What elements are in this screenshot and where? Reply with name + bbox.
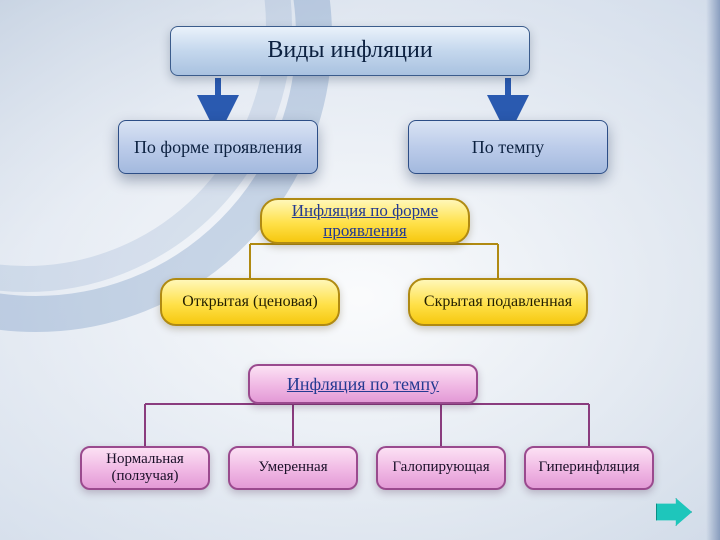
next-arrow-button[interactable] [656, 498, 692, 526]
tempo-item-text: Нормальная (ползучая) [90, 451, 200, 486]
form-item-text: Открытая (ценовая) [182, 293, 317, 311]
criteria-form: По форме проявления [118, 120, 318, 174]
tempo-item-text: Умеренная [258, 459, 327, 476]
criteria-tempo: По темпу [408, 120, 608, 174]
criteria-label: По темпу [472, 137, 544, 158]
tempo-header: Инфляция по темпу [248, 364, 478, 404]
title-box: Виды инфляции [170, 26, 530, 76]
form-header-text: Инфляция по форме проявления [270, 201, 460, 240]
decor-edge [706, 0, 720, 540]
title-text: Виды инфляции [267, 37, 432, 65]
slide: Виды инфляции По форме проявления По темп… [0, 0, 720, 540]
form-item: Скрытая подавленная [408, 278, 588, 326]
tempo-header-text: Инфляция по темпу [287, 374, 439, 395]
criteria-label: По форме проявления [134, 137, 302, 158]
tempo-item: Гиперинфляция [524, 446, 654, 490]
tempo-item-text: Галопирующая [392, 459, 489, 476]
tempo-item: Нормальная (ползучая) [80, 446, 210, 490]
form-item: Открытая (ценовая) [160, 278, 340, 326]
form-item-text: Скрытая подавленная [424, 293, 572, 311]
tempo-item: Умеренная [228, 446, 358, 490]
tempo-item-text: Гиперинфляция [538, 459, 639, 476]
form-header: Инфляция по форме проявления [260, 198, 470, 244]
tempo-item: Галопирующая [376, 446, 506, 490]
